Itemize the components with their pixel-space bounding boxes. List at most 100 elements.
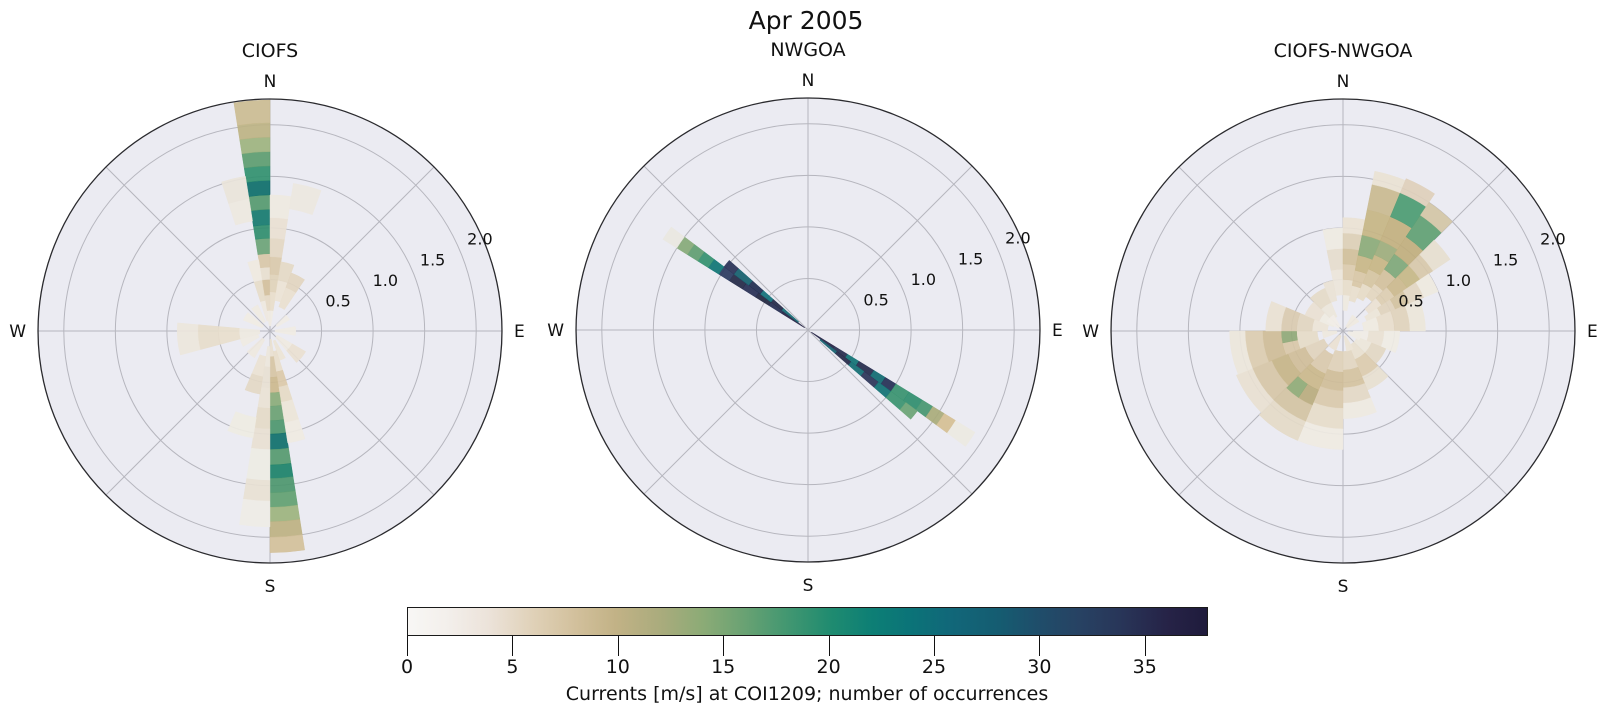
radial-tick-label: 1.5 bbox=[420, 250, 445, 269]
grid-spoke bbox=[807, 165, 973, 331]
polar-cell bbox=[176, 322, 201, 356]
figure-title: Apr 2005 bbox=[748, 6, 864, 35]
cardinal-label-south: S bbox=[265, 577, 276, 597]
radial-tick-label: 1.0 bbox=[911, 270, 936, 289]
cardinal-label-east: E bbox=[1052, 321, 1063, 341]
grid-spoke bbox=[643, 165, 809, 331]
colorbar-label: Currents [m/s] at COI1209; number of occ… bbox=[565, 683, 1049, 705]
colorbar-tick-label: 0 bbox=[400, 656, 414, 678]
polar-cell bbox=[255, 237, 271, 255]
colorbar-tick-mark bbox=[407, 636, 408, 656]
polar-cell bbox=[233, 99, 271, 126]
colorbar-ticks: 0 5 10 15 20 25 30 35 bbox=[401, 636, 1208, 678]
radial-tick-label: 2.0 bbox=[467, 230, 492, 249]
subplot-title-ciofs: CIOFS bbox=[241, 40, 299, 62]
polar-cell bbox=[269, 447, 292, 466]
polar-cell bbox=[246, 337, 266, 359]
polar-cell bbox=[1404, 299, 1426, 332]
polar-cell bbox=[1326, 314, 1341, 329]
grid-spoke bbox=[643, 329, 809, 495]
polar-cell bbox=[243, 165, 271, 183]
colorbar-tick-label: 15 bbox=[711, 656, 736, 678]
colorbar-tick-label: 30 bbox=[1027, 656, 1052, 678]
cardinal-label-west: W bbox=[547, 321, 564, 341]
polar-cell bbox=[272, 339, 286, 361]
polar-cell bbox=[269, 463, 294, 479]
cardinal-label-east: E bbox=[1587, 322, 1598, 342]
polar-cell bbox=[269, 534, 305, 553]
polar-cell bbox=[1419, 202, 1453, 233]
colorbar-tick-mark bbox=[512, 636, 514, 656]
cardinal-label-north: N bbox=[1337, 72, 1350, 92]
radial-tick-label: 2.0 bbox=[1005, 229, 1030, 248]
radial-tick-label: 0.5 bbox=[863, 290, 888, 309]
polar-cell bbox=[1322, 330, 1338, 339]
polar-cell bbox=[274, 326, 297, 336]
polar-cell bbox=[289, 183, 322, 216]
polar-cell bbox=[269, 519, 303, 538]
polar-cell bbox=[242, 312, 265, 329]
polar-cell bbox=[253, 224, 271, 240]
polar-cell bbox=[221, 175, 250, 204]
colorbar-gradient bbox=[407, 607, 1208, 636]
grid-spoke bbox=[105, 330, 271, 496]
colorbar-tick-mark bbox=[723, 636, 725, 656]
grid-spoke bbox=[269, 166, 435, 332]
colorbar-tick-mark bbox=[933, 636, 935, 656]
polar-cell bbox=[269, 504, 301, 522]
polar-spine bbox=[575, 97, 1041, 563]
cardinal-label-north: N bbox=[264, 72, 277, 92]
colorbar-tick-label: 35 bbox=[1132, 656, 1157, 678]
polar-cell bbox=[250, 209, 271, 227]
colorbar-tick-label: 5 bbox=[506, 656, 519, 678]
radial-tick-label: 1.5 bbox=[1493, 250, 1518, 269]
polar-cell bbox=[269, 194, 292, 220]
polar-cell bbox=[285, 272, 305, 293]
polar-cell bbox=[241, 151, 271, 169]
polar-spine bbox=[1110, 98, 1576, 564]
colorbar-tick-mark bbox=[1144, 636, 1146, 656]
polar-cell bbox=[723, 259, 739, 275]
colorbar-tick-label: 10 bbox=[605, 656, 630, 678]
subplot-title-ciofs-nwgoa: CIOFS-NWGOA bbox=[1273, 40, 1413, 62]
polar-cell bbox=[269, 490, 298, 508]
polar-plot-ciofs-nwgoa: N S E W 0.5 1.0 1.5 2.0 bbox=[1053, 41, 1611, 621]
grid-spoke bbox=[807, 329, 973, 495]
polar-cell bbox=[899, 402, 918, 420]
polar-spine bbox=[37, 98, 503, 564]
polar-cell bbox=[269, 476, 296, 494]
polar-cell bbox=[284, 418, 306, 444]
cardinal-label-west: W bbox=[9, 322, 26, 342]
cardinal-label-east: E bbox=[514, 322, 525, 342]
polar-plot-ciofs: N S E W 0.5 1.0 1.5 2.0 bbox=[0, 41, 560, 621]
cardinal-label-north: N bbox=[802, 71, 815, 91]
cardinal-label-south: S bbox=[803, 576, 814, 596]
colorbar-tick-label: 25 bbox=[921, 656, 947, 678]
cardinal-label-west: W bbox=[1082, 322, 1099, 342]
radial-tick-label: 1.0 bbox=[1446, 271, 1471, 290]
polar-cell bbox=[1415, 273, 1439, 298]
polar-cell bbox=[248, 194, 271, 212]
polar-cell bbox=[246, 180, 271, 197]
polar-cell bbox=[237, 122, 271, 140]
polar-cell bbox=[239, 136, 271, 155]
radial-tick-label: 0.5 bbox=[1398, 291, 1423, 310]
colorbar-tick-mark bbox=[617, 636, 619, 656]
colorbar-tick-mark bbox=[1039, 636, 1041, 656]
polar-cell bbox=[251, 304, 266, 324]
polar-cell bbox=[1342, 217, 1366, 236]
radial-tick-label: 0.5 bbox=[325, 291, 350, 310]
polar-cell bbox=[1328, 334, 1342, 351]
polar-cell bbox=[269, 432, 289, 450]
polar-cell bbox=[1229, 330, 1253, 375]
polar-cell bbox=[239, 498, 271, 528]
polar-cell bbox=[946, 420, 976, 447]
polar-cell bbox=[1345, 314, 1360, 329]
radial-tick-label: 1.5 bbox=[958, 249, 983, 268]
cardinal-label-south: S bbox=[1338, 577, 1349, 597]
polar-cell bbox=[662, 226, 685, 249]
subplot-title-nwgoa: NWGOA bbox=[770, 39, 846, 61]
polar-cell bbox=[1322, 280, 1338, 303]
polar-cell bbox=[244, 373, 264, 395]
